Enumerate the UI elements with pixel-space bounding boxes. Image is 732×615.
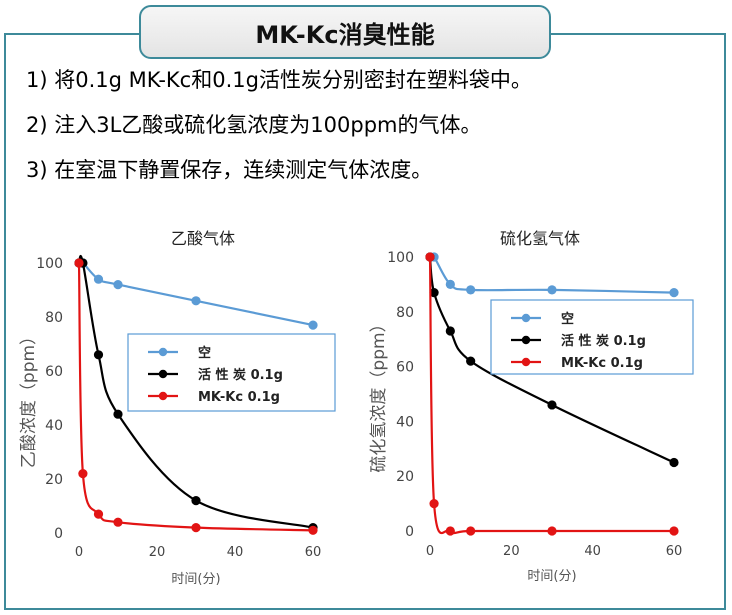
x-tick-label: 20 — [503, 544, 520, 559]
legend-swatch-marker — [158, 391, 168, 401]
legend-entry: 活 性 炭 0.1g — [561, 333, 646, 349]
data-point — [93, 509, 104, 519]
y-tick-label: 20 — [396, 469, 414, 485]
data-point — [669, 288, 679, 298]
y-axis-label: 硫化氢浓度（ppm） — [369, 315, 389, 472]
data-point — [669, 457, 679, 468]
y-tick-label: 0 — [54, 526, 63, 542]
legend-swatch-marker — [158, 369, 168, 379]
data-point — [191, 496, 201, 506]
series-line — [428, 256, 674, 535]
x-axis-label: 时间(分) — [527, 569, 576, 584]
x-tick-label: 0 — [75, 545, 83, 560]
data-point — [547, 285, 557, 295]
data-point — [78, 469, 88, 479]
data-point — [429, 288, 439, 298]
step-3: 3) 在室温下静置保存，连续测定气体浓度。 — [26, 158, 433, 182]
y-tick-label: 60 — [396, 360, 414, 376]
legend-entry: 空 — [198, 345, 211, 361]
data-point — [669, 526, 679, 536]
x-tick-label: 40 — [227, 545, 244, 560]
series-line — [77, 262, 314, 532]
chart-title: 乙酸气体 — [171, 229, 235, 248]
legend-swatch-marker — [521, 335, 531, 345]
y-tick-label: 40 — [45, 418, 63, 434]
chart-title: 硫化氢气体 — [500, 229, 580, 248]
data-point — [466, 285, 476, 295]
data-point — [445, 526, 455, 536]
procedure-steps: 1) 将0.1g MK-Kc和0.1g活性炭分别密封在塑料袋中。 2) 注入3L… — [26, 68, 532, 203]
y-tick-label: 100 — [387, 250, 414, 266]
y-tick-label: 60 — [45, 364, 63, 380]
data-point — [547, 526, 557, 536]
page-title: MK-Kc消臭性能 — [139, 5, 551, 59]
data-point — [191, 296, 201, 306]
data-point — [445, 326, 455, 336]
data-point — [547, 400, 557, 410]
data-point — [113, 517, 123, 527]
data-point — [308, 525, 318, 535]
y-axis-label: 乙酸浓度（ppm） — [19, 328, 39, 468]
step-2: 2) 注入3L乙酸或硫化氢浓度为100ppm的气体。 — [26, 113, 482, 137]
data-point — [445, 279, 455, 289]
legend-entry: 活 性 炭 0.1g — [198, 367, 283, 383]
legend-swatch-marker — [521, 357, 531, 367]
y-tick-label: 80 — [45, 310, 63, 326]
legend-entry: MK-Kc 0.1g — [561, 356, 643, 371]
data-point — [113, 409, 123, 419]
step-1: 1) 将0.1g MK-Kc和0.1g活性炭分别密封在塑料袋中。 — [26, 68, 532, 92]
y-tick-label: 0 — [405, 524, 414, 540]
legend-swatch-marker — [158, 347, 168, 357]
legend-entry: MK-Kc 0.1g — [198, 390, 280, 405]
page-title-text: MK-Kc消臭性能 — [255, 20, 435, 49]
y-tick-label: 40 — [396, 414, 414, 430]
data-point — [425, 252, 435, 262]
y-tick-label: 20 — [45, 472, 63, 488]
data-point — [191, 523, 201, 533]
x-tick-label: 60 — [666, 544, 683, 559]
x-tick-label: 20 — [149, 545, 166, 560]
x-tick-label: 60 — [305, 545, 322, 560]
y-tick-label: 100 — [36, 256, 63, 272]
x-tick-label: 0 — [426, 544, 434, 559]
legend-swatch-marker — [521, 313, 531, 323]
x-tick-label: 40 — [584, 544, 601, 559]
data-point — [429, 499, 439, 509]
data-point — [466, 356, 476, 366]
data-point — [466, 526, 476, 536]
series-line — [78, 260, 314, 327]
data-point — [113, 280, 123, 290]
data-point — [93, 350, 104, 360]
legend-entry: 空 — [561, 311, 574, 327]
data-point — [74, 258, 84, 268]
data-point — [93, 274, 104, 284]
x-axis-label: 时间(分) — [171, 572, 220, 587]
data-point — [308, 320, 318, 330]
y-tick-label: 80 — [396, 305, 414, 321]
